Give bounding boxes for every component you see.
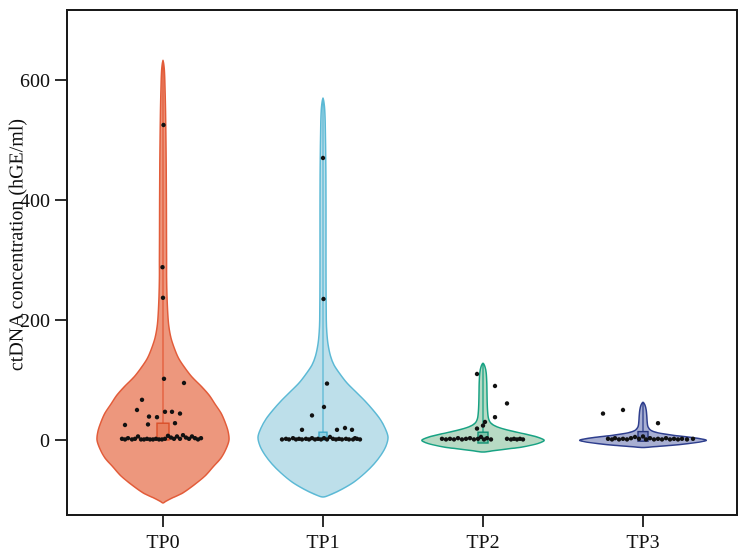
data-point-tp3 [663,436,669,441]
data-point-tp2 [478,434,484,440]
data-point-tp0 [139,397,145,402]
x-category-label-tp3: TP3 [626,531,659,553]
data-point-tp3 [667,437,673,442]
data-point-tp0 [122,422,128,428]
y-tick-label: 600 [20,70,50,92]
data-point-tp1 [324,381,330,386]
data-point-tp3 [612,436,618,441]
data-point-tp3 [620,436,626,441]
data-point-tp1 [349,427,355,432]
data-point-tp2 [480,423,486,428]
data-point-tp3 [671,436,677,441]
data-point-tp1 [346,437,352,442]
data-point-tp3 [628,436,634,441]
y-tick-label: 0 [40,430,50,452]
data-point-tp0 [198,436,204,441]
data-point-tp3 [684,437,690,442]
data-point-tp3 [647,436,653,441]
data-point-tp0 [161,376,167,381]
data-point-tp1 [321,404,327,410]
data-point-tp2 [488,437,494,442]
data-point-tp0 [135,434,141,439]
y-tick-label: 200 [20,310,50,332]
data-point-tp2 [482,419,488,425]
data-point-tp3 [655,421,661,426]
data-point-tp2 [467,436,473,441]
data-point-tp2 [459,437,465,442]
data-point-tp2 [451,437,457,442]
data-point-tp3 [605,436,611,441]
y-tick-label: 400 [20,190,50,212]
data-point-tp3 [651,437,657,442]
x-category-label-tp1: TP1 [306,531,339,553]
data-point-tp0 [186,436,192,441]
data-point-tp3 [659,437,665,442]
data-point-tp3 [624,437,630,442]
data-point-tp2 [463,436,469,441]
data-point-tp1 [320,155,326,161]
data-point-tp0 [172,421,178,426]
data-point-tp1 [286,437,292,442]
data-point-tp0 [177,436,183,441]
data-point-tp2 [443,437,449,442]
data-point-tp1 [357,437,363,442]
data-point-tp2 [492,415,498,420]
data-point-tp1 [279,437,285,442]
data-point-tp0 [145,422,151,427]
plot-frame [66,9,738,516]
data-point-tp3 [632,434,638,440]
data-point-tp0 [174,434,180,439]
data-point-tp1 [309,413,315,418]
data-point-tp3 [600,411,606,416]
data-point-tp1 [334,427,340,432]
data-point-tp0 [177,411,183,416]
data-point-tp3 [616,437,622,442]
data-point-tp0 [162,409,168,414]
data-point-tp2 [447,436,453,441]
data-point-tp0 [160,265,165,270]
data-point-tp3 [675,437,681,442]
data-point-tp2 [484,436,490,441]
data-point-tp0 [134,407,140,413]
data-point-tp0 [180,433,186,438]
data-point-tp0 [125,436,131,441]
data-point-tp2 [492,383,498,389]
data-point-tp3 [640,434,646,439]
y-axis-title: ctDNA concentration (hGE/ml) [5,118,28,372]
data-point-tp3 [679,436,685,441]
data-point-tp3 [655,436,661,441]
data-point-tp0 [132,436,138,441]
data-point-tp1 [321,296,326,302]
data-point-tp3 [690,436,696,441]
data-point-tp2 [439,436,445,441]
data-point-tp1 [350,437,356,442]
data-point-tp0 [171,436,177,441]
data-point-tp3 [620,407,626,413]
data-point-tp0 [146,414,152,419]
data-point-tp1 [299,427,305,432]
data-point-tp3 [636,436,642,441]
data-point-tp0 [161,122,166,128]
data-point-tp3 [643,437,649,442]
data-point-tp1 [339,437,345,442]
data-point-tp2 [471,437,477,442]
data-point-tp2 [474,371,480,377]
data-point-tp2 [504,436,510,441]
data-point-tp2 [455,436,461,441]
x-category-label-tp0: TP0 [146,531,179,553]
data-point-tp2 [504,401,510,406]
data-point-tp1 [299,437,305,442]
x-category-label-tp2: TP2 [466,531,499,553]
data-point-tp0 [154,415,160,420]
data-point-tp0 [162,436,168,441]
data-point-tp2 [520,437,526,442]
data-point-tp2 [474,426,480,431]
data-point-tp0 [160,295,166,300]
data-point-tp0 [181,380,187,386]
data-point-tp1 [324,437,330,442]
data-point-tp0 [169,409,175,414]
data-point-tp1 [342,425,348,431]
